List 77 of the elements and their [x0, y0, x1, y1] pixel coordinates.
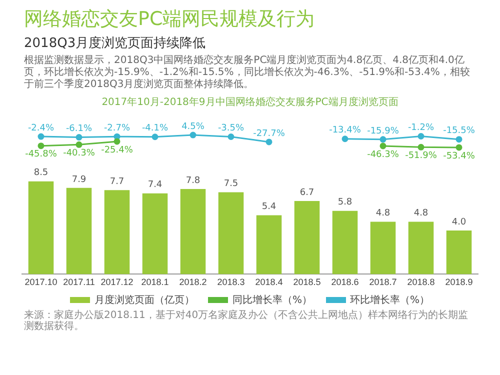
data-label: -3.5% [218, 124, 244, 134]
x-tick-label: 2017.12 [100, 277, 134, 288]
x-tick-label: 2017.10 [24, 277, 58, 288]
data-label: -46.3% [367, 150, 400, 160]
data-label: 4.5% [182, 122, 205, 132]
text: 2017年10月-2018年9月中国网络婚恋交友服务PC端月度浏览页面 [100, 96, 400, 109]
data-label: 7.5 [224, 179, 238, 190]
x-tick-label: 2018.9 [445, 277, 473, 288]
point [266, 138, 272, 146]
point [76, 141, 82, 148]
x-tick-label: 2018.1 [141, 277, 169, 288]
chart-title: 网络婚恋交友PC端网民规模及行为 [24, 7, 316, 32]
bar [66, 188, 92, 274]
bar [370, 222, 396, 274]
bar [104, 190, 130, 274]
point [190, 132, 196, 138]
chart-subtitle: 2018Q3月度浏览页面持续降低 [24, 35, 207, 52]
data-label: 4.0 [452, 217, 466, 228]
data-label: -4.1% [142, 124, 168, 134]
point [38, 133, 44, 140]
bar [446, 230, 472, 274]
data-label: -53.4% [443, 151, 476, 162]
point [114, 138, 120, 145]
source-note: 来源：家庭办公版2018.11，基于对40万名家庭及办公（不含公共上网地点）样本网络行为的长期监测数据获得。 [24, 310, 470, 332]
data-label: 4.8 [376, 208, 390, 219]
data-label: -2.4% [28, 123, 54, 134]
data-label: -15.9% [367, 126, 400, 136]
point [456, 136, 462, 143]
point [228, 134, 234, 140]
x-tick-label: 2018.3 [217, 277, 245, 288]
data-label: -25.4% [101, 145, 134, 156]
bar [28, 181, 54, 274]
data-label: -2.7% [104, 123, 130, 134]
x-tick-label: 2018.4 [255, 277, 283, 288]
data-label: 4.8 [414, 208, 428, 219]
point [418, 133, 424, 140]
x-tick-label: 2018.5 [293, 277, 321, 288]
point [38, 142, 44, 150]
legend-label: 月度浏览页面（亿页） [93, 294, 194, 307]
point [456, 144, 462, 151]
bar [408, 222, 434, 274]
data-label: -15.5% [443, 126, 476, 136]
bar [332, 210, 358, 274]
data-label: 8.5 [34, 168, 48, 178]
bar [180, 189, 206, 274]
x-tick-label: 2018.7 [369, 277, 397, 288]
data-label: -6.1% [66, 124, 92, 134]
data-label: -27.7% [253, 128, 286, 139]
bar [218, 192, 244, 274]
point [76, 134, 82, 141]
data-label: 7.8 [186, 176, 200, 186]
bar [142, 193, 168, 274]
data-label: 6.7 [300, 188, 314, 198]
point [152, 134, 158, 140]
point [380, 136, 386, 143]
data-label: 7.9 [72, 174, 86, 185]
data-label: 5.8 [338, 198, 352, 208]
x-tick-label: 2018.6 [331, 277, 359, 288]
bar [294, 201, 320, 274]
point [342, 136, 348, 142]
x-tick-label: 2017.11 [63, 277, 95, 288]
data-label: -45.8% [25, 150, 58, 160]
data-label: 5.4 [262, 202, 276, 212]
data-label: -1.2% [408, 123, 434, 134]
text: 根据监测数据显示，2018Q3中国网络婚恋交友服务PC端月度浏览页面为4.8亿页、4.8亿页和4.0亿页，环比增长依次为-15.9%、-1.2%和-15.5%，同比增长依次为-46.3%、-51.9%和-53.4%，相较于前三个季度2018Q3月度浏览页面整体持续降低。 [24, 55, 471, 91]
data-label: 7.7 [110, 176, 124, 187]
x-tick-label: 2018.8 [407, 277, 435, 288]
legend-label: 环比增长率（%） [349, 294, 430, 307]
data-label: 7.4 [148, 180, 162, 190]
x-tick-label: 2018.2 [179, 277, 207, 288]
legend-label: 同比增长率（%） [231, 294, 312, 307]
data-label: -40.3% [63, 148, 96, 159]
point [380, 142, 386, 150]
data-label: -13.4% [329, 126, 362, 136]
data-label: -51.9% [405, 151, 438, 161]
bar [256, 215, 282, 274]
point [418, 144, 424, 150]
